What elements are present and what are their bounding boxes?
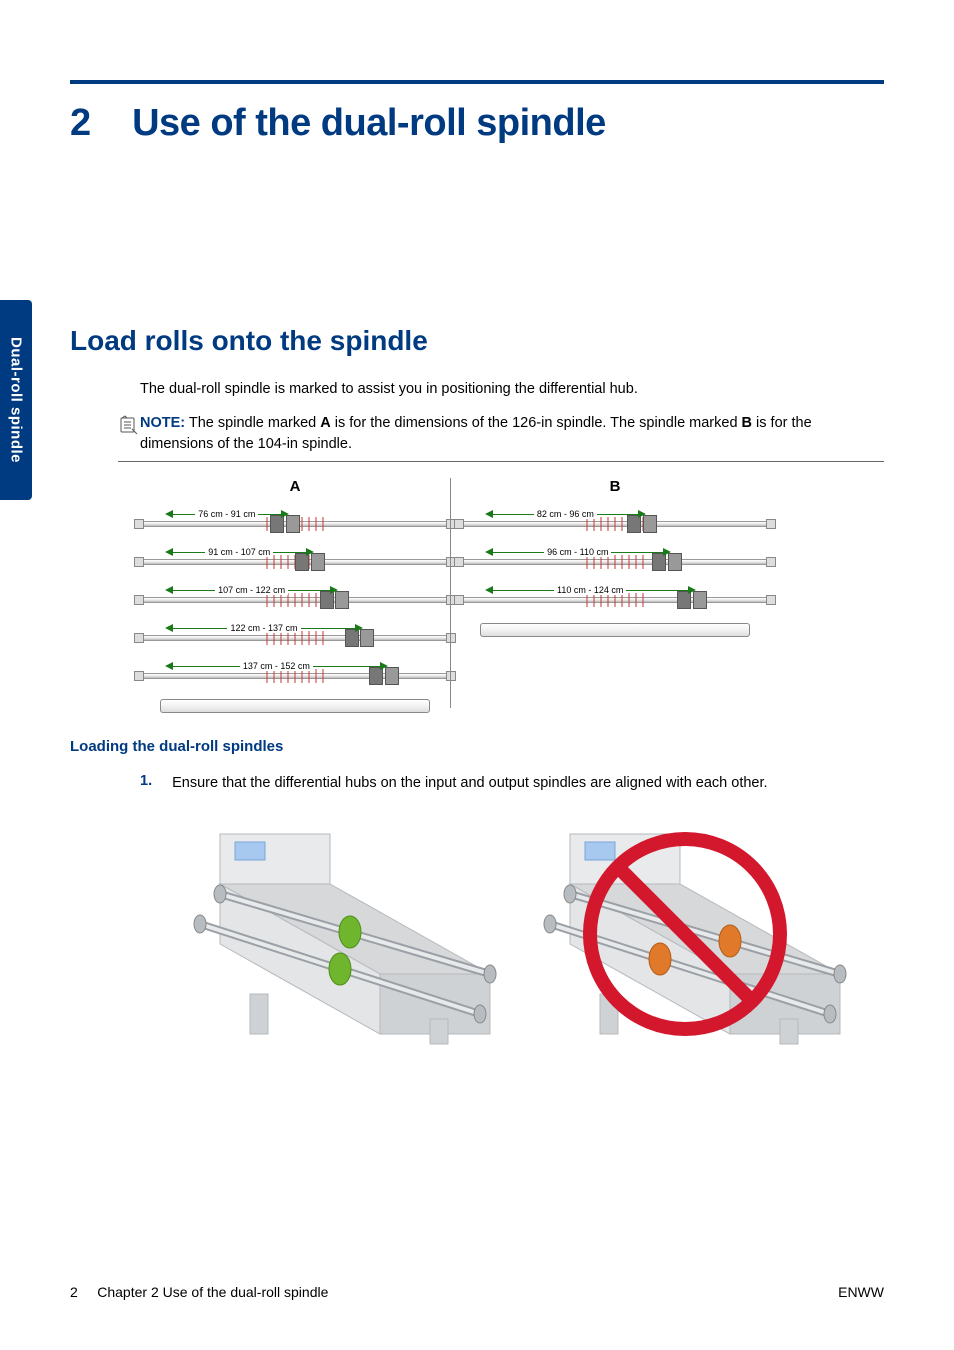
spindle-range-label: 91 cm - 107 cm [205, 547, 273, 557]
footer-locale: ENWW [838, 1284, 884, 1300]
chapter-title: Use of the dual-roll spindle [132, 102, 606, 144]
spindle-row: 110 cm - 124 cm [460, 577, 770, 611]
figure-incorrect-alignment [520, 814, 850, 1054]
section-heading: Load rolls onto the spindle [70, 325, 884, 357]
note-block: NOTE: The spindle marked A is for the di… [118, 413, 884, 455]
note-icon [118, 415, 140, 440]
spindle-range-label: 122 cm - 137 cm [227, 623, 300, 633]
spindle-row: 96 cm - 110 cm [460, 539, 770, 573]
spindle-range-label: 96 cm - 110 cm [544, 547, 611, 557]
col-b-label: B [460, 478, 770, 495]
chapter-rule [70, 80, 884, 84]
spindle-range-label: 76 cm - 91 cm [195, 509, 258, 519]
printer-figures [170, 814, 884, 1054]
spindle-range-label: 137 cm - 152 cm [240, 661, 313, 671]
spindle-row: 122 cm - 137 cm [140, 615, 450, 649]
blank-roll-a [140, 693, 450, 719]
note-A: A [320, 415, 330, 431]
note-rule [118, 461, 884, 462]
spindle-row: 76 cm - 91 cm [140, 501, 450, 535]
figure-correct-alignment [170, 814, 500, 1054]
note-label: NOTE: [140, 415, 185, 431]
side-tab: Dual-roll spindle [0, 300, 32, 500]
spindle-row: 91 cm - 107 cm [140, 539, 450, 573]
spindle-dimension-diagram: A 76 cm - 91 cm 91 cm - 107 cm 107 cm - 12… [140, 478, 820, 708]
diagram-column-b: B 82 cm - 96 cm 96 cm - 110 cm 110 cm - 12… [460, 478, 770, 643]
spindle-row: 107 cm - 122 cm [140, 577, 450, 611]
page-footer: 2 Chapter 2 Use of the dual-roll spindle… [70, 1284, 884, 1300]
step-1: 1. Ensure that the differential hubs on … [140, 773, 884, 793]
note-text-1: The spindle marked [189, 415, 320, 431]
spindle-range-label: 82 cm - 96 cm [534, 509, 597, 519]
step-1-number: 1. [140, 773, 152, 789]
chapter-number: 2 [70, 102, 122, 145]
subheading: Loading the dual-roll spindles [70, 738, 884, 755]
spindle-range-label: 110 cm - 124 cm [554, 585, 626, 595]
note-text-2: is for the dimensions of the 126-in spin… [331, 415, 742, 431]
spindle-range-label: 107 cm - 122 cm [215, 585, 288, 595]
chapter-heading: 2 Use of the dual-roll spindle [70, 102, 884, 145]
side-tab-label: Dual-roll spindle [8, 337, 25, 463]
footer-chapter-ref: Chapter 2 Use of the dual-roll spindle [97, 1284, 328, 1300]
spindle-row: 137 cm - 152 cm [140, 653, 450, 687]
footer-page-number: 2 [70, 1284, 78, 1300]
diagram-separator [450, 478, 451, 708]
diagram-column-a: A 76 cm - 91 cm 91 cm - 107 cm 107 cm - 12… [140, 478, 450, 719]
note-text: NOTE: The spindle marked A is for the di… [140, 413, 884, 455]
step-1-text: Ensure that the differential hubs on the… [172, 773, 767, 793]
blank-roll-b [460, 617, 770, 643]
col-a-label: A [140, 478, 450, 495]
spindle-row: 82 cm - 96 cm [460, 501, 770, 535]
intro-paragraph: The dual-roll spindle is marked to assis… [140, 379, 884, 399]
steps-list: 1. Ensure that the differential hubs on … [140, 773, 884, 793]
note-B: B [742, 415, 752, 431]
